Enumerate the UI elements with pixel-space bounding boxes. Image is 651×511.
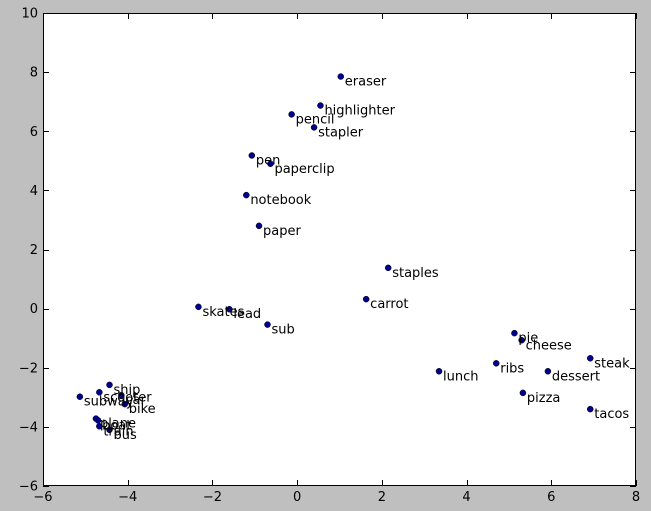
data-label-cheese: cheese (526, 338, 572, 353)
data-point-pizza (519, 389, 527, 397)
x-tick-label: 8 (632, 490, 640, 505)
data-label-highlighter: highlighter (324, 104, 395, 119)
data-label-bus: bus (114, 428, 137, 443)
data-label-tacos: tacos (594, 407, 629, 422)
x-tick-label: −2 (203, 490, 222, 505)
y-tick-label: 10 (21, 7, 38, 22)
data-point-scooter (96, 389, 103, 396)
data-label-ship: ship (114, 383, 141, 398)
axis-ticks: −6 −4 −2 0 2 4 6 8 −6 −4 −2 0 2 4 6 8 10 (19, 7, 640, 506)
data-point-bike (121, 400, 128, 408)
data-label-eraser: eraser (345, 75, 387, 90)
y-tick-label: 4 (30, 184, 38, 199)
data-label-train: train (103, 424, 133, 439)
data-points (76, 73, 594, 434)
data-label-scooter: scooter (103, 390, 152, 405)
y-tick-label: 0 (30, 302, 38, 317)
data-point-cheese (518, 337, 525, 344)
data-label-sub: sub (271, 323, 294, 338)
data-point-pen (248, 152, 256, 159)
data-point-bus (106, 426, 113, 434)
data-point-notebook (243, 191, 250, 199)
data-point-skates (195, 303, 202, 311)
data-point-dessert (544, 368, 552, 375)
plot-area (43, 13, 636, 486)
data-label-lead: lead (233, 307, 261, 322)
data-label-staples: staples (392, 266, 439, 281)
data-label-stapler: stapler (318, 125, 364, 140)
data-label-paperclip: paperclip (274, 162, 334, 177)
plot-frame (43, 13, 636, 486)
data-label-carrot: carrot (370, 297, 408, 312)
x-tick-label: 6 (547, 490, 555, 505)
data-label-pie: pie (518, 331, 538, 346)
data-point-staples (384, 264, 392, 272)
data-point-sub (264, 321, 271, 328)
x-tick-label: 4 (462, 490, 470, 505)
data-label-pen: pen (256, 153, 281, 168)
x-tick-label: 2 (378, 490, 386, 505)
data-point-carrot (362, 295, 370, 303)
x-tick-label: −4 (118, 490, 137, 505)
x-tick-label: 0 (293, 490, 301, 505)
data-label-pencil: pencil (296, 112, 335, 127)
data-label-boat: boat (102, 418, 131, 433)
data-point-ribs (492, 360, 500, 367)
data-point-pencil (288, 111, 295, 118)
data-point-ship (106, 381, 113, 389)
data-label-paper: paper (263, 224, 301, 239)
data-point-steak (587, 355, 594, 362)
data-point-pie (511, 329, 518, 337)
data-point-subway (76, 393, 84, 400)
data-label-lunch: lunch (443, 369, 478, 384)
data-point-lunch (435, 368, 443, 375)
data-label-notebook: notebook (250, 193, 311, 208)
data-label-subway: subway (84, 395, 134, 410)
x-tick-label: −6 (33, 490, 52, 505)
data-point-tacos (587, 405, 594, 413)
data-label-plane: plane (100, 417, 136, 432)
data-label-dessert: dessert (552, 369, 600, 384)
y-tick-label: −2 (19, 361, 38, 376)
y-tick-label: −6 (19, 480, 38, 495)
data-point-eraser (337, 73, 345, 80)
y-tick-label: 6 (30, 125, 38, 140)
data-point-train (96, 423, 103, 430)
data-label-bike: bike (129, 402, 156, 417)
data-point-stapler (310, 124, 318, 131)
y-tick-label: −4 (19, 420, 38, 435)
data-point-highlighter (317, 102, 324, 109)
data-label-ribs: ribs (500, 361, 524, 376)
data-label-pizza: pizza (527, 391, 560, 406)
data-point-paperclip (267, 160, 274, 168)
data-label-steak: steak (594, 356, 630, 371)
data-label-skates: skates (202, 305, 244, 320)
y-tick-label: 8 (30, 66, 38, 81)
y-tick-label: 2 (30, 243, 38, 258)
data-point-paper (255, 222, 263, 230)
data-point-lead (226, 305, 233, 313)
data-label-car: car (125, 393, 146, 408)
data-point-car (118, 391, 125, 399)
